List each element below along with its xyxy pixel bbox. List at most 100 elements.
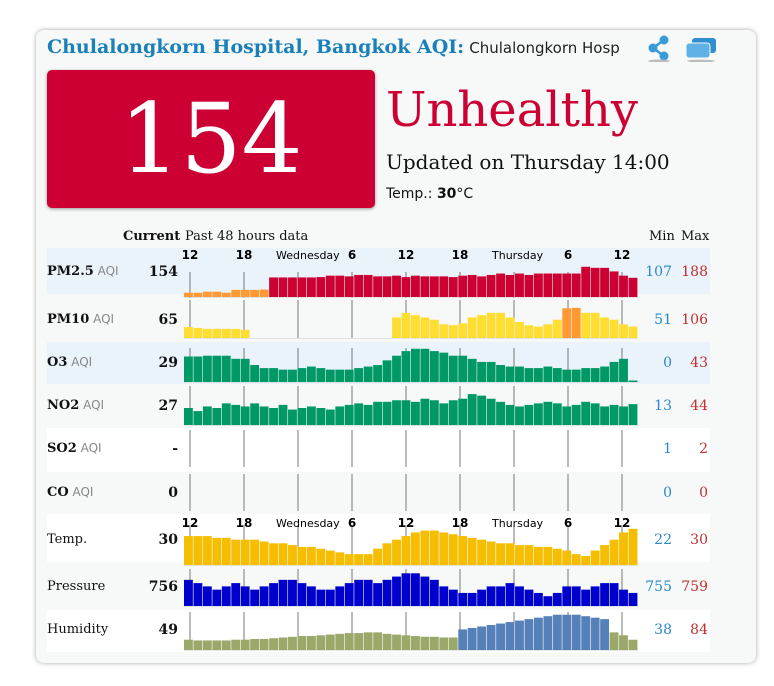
current-value: 154 (148, 264, 178, 280)
o3-bar (420, 348, 430, 382)
o3-bar (363, 366, 373, 382)
o3-bar (448, 355, 458, 382)
pm25-bar (231, 289, 241, 297)
pressure-bar (306, 586, 316, 606)
no2-bar (221, 403, 231, 425)
no2-bar (231, 404, 241, 425)
share-icon[interactable] (646, 34, 672, 62)
no2-bar (193, 411, 203, 425)
row-unit: AQI (89, 312, 115, 326)
pressure-bar (202, 586, 212, 606)
row-label-o3: O3 AQI (47, 355, 92, 370)
humidity-bar (496, 623, 505, 650)
pm10-bar (477, 315, 487, 338)
pm25-bar (411, 275, 420, 297)
pm25-bar (344, 276, 354, 297)
pressure-bar (590, 586, 600, 606)
min-column-header: Min (649, 229, 675, 244)
no2-bar (429, 400, 439, 425)
pressure-bar (448, 589, 458, 606)
pressure-bar (354, 579, 364, 606)
no2-bar (609, 404, 619, 425)
no2-bar (628, 404, 638, 425)
no2-bar (420, 398, 430, 425)
temp-bar (571, 554, 581, 565)
min-value: 13 (654, 398, 672, 414)
temp-bar (486, 541, 496, 565)
humidity-bar (250, 638, 260, 650)
pressure-bar (297, 583, 307, 606)
temp-value: 30 (436, 186, 457, 202)
temp-bar (448, 534, 458, 565)
no2-bar (467, 394, 477, 425)
chat-icon[interactable] (684, 36, 718, 62)
pressure-bar (562, 586, 572, 606)
no2-bar (590, 403, 600, 425)
pm25-bar (467, 274, 477, 297)
pm25-bar (325, 275, 335, 297)
pm10-bar (429, 319, 439, 338)
no2-bar (524, 404, 534, 425)
time-tick-label: 12 (398, 248, 415, 262)
temp-bar (373, 548, 383, 565)
row-name: Humidity (47, 622, 109, 637)
o3-bar (288, 369, 297, 382)
temp-bar (212, 537, 222, 565)
pm25-bar (297, 277, 307, 297)
pm10-bar (439, 324, 449, 338)
row-unit: AQI (93, 264, 119, 278)
pm10-bar (619, 324, 628, 338)
pressure-bar (543, 596, 553, 606)
humidity-bar (543, 616, 553, 650)
temp-bar (543, 546, 553, 565)
row-label-no2: NO2 AQI (47, 398, 104, 413)
no2-bar (363, 404, 373, 425)
humidity-bar (202, 640, 212, 650)
humidity-bar (335, 633, 345, 650)
pressure-bar (288, 579, 297, 606)
humidity-bar (458, 629, 468, 650)
o3-bar (552, 368, 562, 382)
o3-bar (477, 361, 487, 382)
humidity-bar (628, 639, 638, 650)
temp-bar (609, 539, 619, 565)
no2-bar (316, 408, 326, 425)
no2-bar (269, 408, 278, 425)
pm25-bar (477, 276, 487, 297)
max-value: 44 (690, 398, 708, 414)
temp-bar (467, 537, 477, 565)
row-label-temp: Temp. (47, 532, 87, 547)
humidity-bar (306, 636, 316, 650)
humidity-bar (288, 636, 297, 650)
temp-bar (344, 554, 354, 565)
temp-bar (193, 536, 203, 565)
city-title-link[interactable]: Chulalongkorn Hospital, Bangkok AQI (47, 36, 458, 58)
pm10-bar (420, 317, 430, 338)
min-value: 38 (654, 622, 672, 638)
pm10-bar (212, 328, 222, 338)
pm10-bar (600, 317, 610, 338)
o3-bar (411, 348, 420, 382)
pressure-bar (392, 576, 401, 606)
pm25-bar (363, 274, 373, 297)
pm25-bar (259, 289, 269, 297)
pressure-bar (458, 592, 468, 606)
row-name: Pressure (47, 579, 106, 594)
o3-bar (429, 351, 439, 382)
o3-bar (335, 369, 345, 382)
no2-bar (619, 406, 628, 425)
max-value: 2 (699, 441, 708, 457)
humidity-bar (600, 619, 610, 650)
humidity-bar (259, 638, 269, 650)
temp-bar (515, 545, 524, 565)
pm10-bar (581, 312, 591, 338)
pm25-bar (420, 276, 430, 297)
pm10-bar (496, 312, 505, 338)
pressure-bar (373, 583, 383, 606)
no2-bar (306, 406, 316, 425)
o3-bar (250, 365, 260, 382)
time-tick-label: Wednesday (276, 517, 340, 530)
pm25-bar (354, 274, 364, 297)
temp-bar (524, 545, 534, 565)
